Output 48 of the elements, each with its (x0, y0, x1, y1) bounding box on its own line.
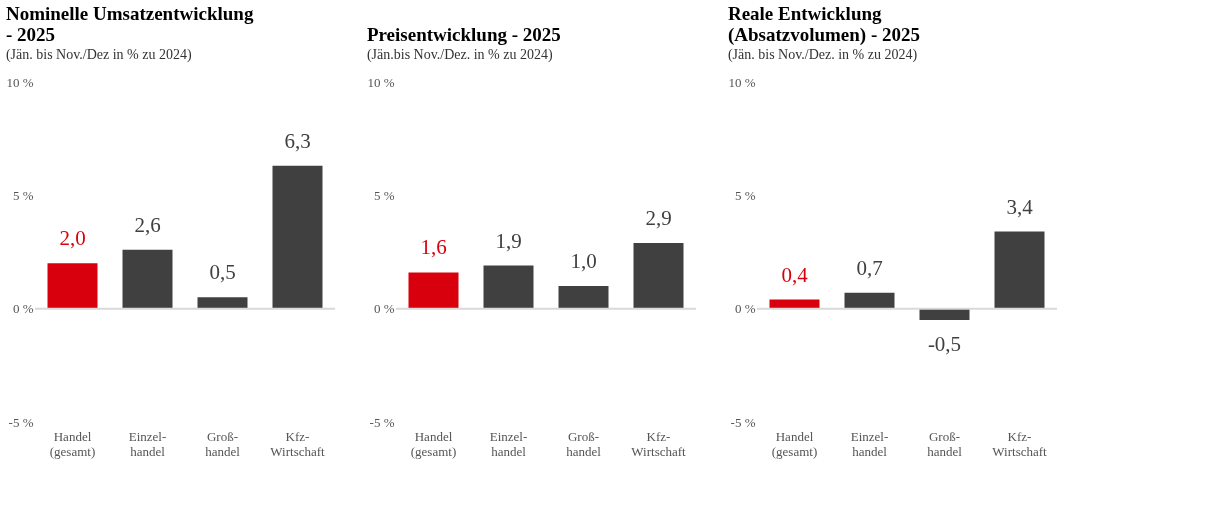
data-label: 0,5 (209, 260, 236, 285)
data-label: 1,0 (570, 249, 597, 273)
x-tick-label: Kfz- Wirtschaft (270, 428, 326, 459)
x-tick-label: Kfz- Wirtschaft (992, 428, 1048, 459)
x-tick-label: Kfz- Wirtschaft (631, 428, 687, 459)
y-tick-label: 10 % (728, 74, 756, 90)
x-tick-label: Einzel- handel (850, 428, 889, 459)
data-label: 1,6 (420, 235, 447, 260)
data-label: 0,4 (781, 262, 809, 287)
bar (994, 231, 1045, 309)
y-tick-label: 0 % (373, 301, 395, 317)
y-tick-label: 10 % (6, 74, 34, 90)
x-tick-label: Handel (gesamt) (771, 428, 818, 459)
data-label: 1,9 (495, 228, 522, 253)
x-tick-label: Groß- handel (566, 428, 602, 459)
x-tick-label: Einzel- handel (128, 428, 167, 459)
bar (272, 165, 323, 309)
y-tick-label: -5 % (369, 414, 395, 430)
y-tick-label: -5 % (730, 414, 756, 430)
y-tick-label: 5 % (12, 187, 34, 203)
bar (47, 263, 98, 309)
y-tick-label: 10 % (367, 74, 395, 90)
bar (122, 249, 173, 309)
chart-title: Reale Entwicklung (Absatzvolumen) - 2025 (727, 3, 921, 46)
y-tick-label: 5 % (734, 187, 756, 203)
data-label: 0,7 (856, 255, 883, 280)
bar (197, 297, 248, 309)
chart-title: Nominelle Umsatzentwicklung - 2025 (5, 3, 254, 45)
chart-subtitle: (Jän.bis Nov./Dez. in % zu 2024) (366, 47, 553, 63)
y-tick-label: 0 % (734, 301, 756, 317)
x-tick-label: Handel (gesamt) (49, 428, 96, 459)
data-label: 2,0 (59, 226, 86, 251)
bar (844, 292, 895, 309)
y-tick-label: -5 % (8, 414, 34, 430)
y-tick-label: 5 % (373, 187, 395, 203)
y-tick-label: 0 % (12, 301, 34, 317)
x-tick-label: Handel (gesamt) (410, 428, 457, 459)
data-label: -0,5 (927, 332, 962, 356)
chart-subtitle: (Jän. bis Nov./Dez. in % zu 2024) (727, 47, 918, 63)
x-tick-label: Einzel- handel (489, 428, 528, 459)
data-label: 2,6 (134, 212, 161, 237)
chart-title: Preisentwicklung - 2025 (366, 24, 561, 45)
chart-subtitle: (Jän. bis Nov./Dez in % zu 2024) (5, 47, 192, 63)
data-label: 3,4 (1006, 194, 1034, 219)
x-tick-label: Groß- handel (205, 428, 241, 459)
data-label: 6,3 (284, 128, 311, 153)
x-tick-label: Groß- handel (927, 428, 963, 459)
data-label: 2,9 (645, 205, 672, 230)
